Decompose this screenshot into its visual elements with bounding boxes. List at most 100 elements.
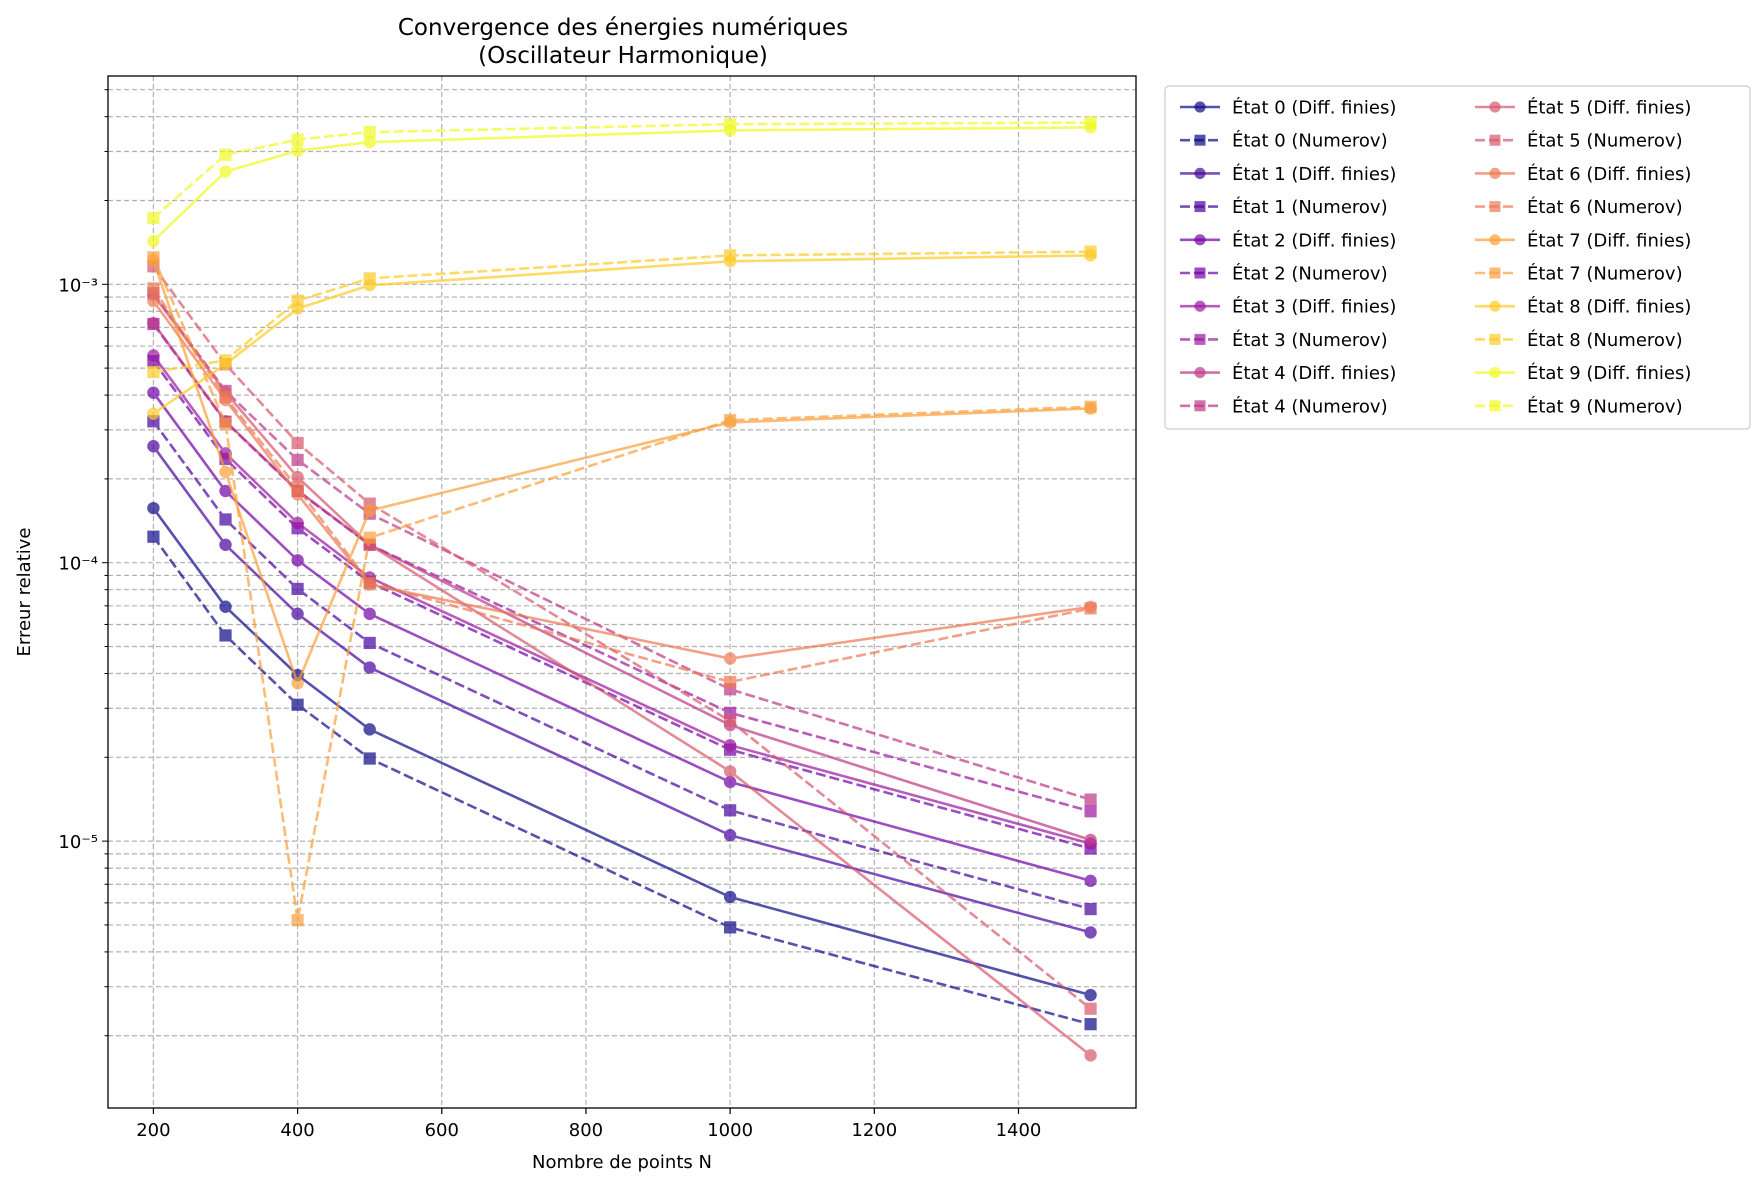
- x-tick-label: 200: [136, 1120, 170, 1141]
- legend-entry: État 9 (Numerov): [1475, 395, 1683, 417]
- data-point: [147, 349, 160, 362]
- legend-entry: État 1 (Diff. finies): [1180, 163, 1396, 185]
- y-tick-label: 10⁻³: [58, 275, 98, 296]
- data-point: [219, 165, 232, 178]
- data-point: [723, 652, 737, 665]
- series-line: [152, 300, 1091, 660]
- legend-marker: [1194, 333, 1206, 345]
- legend-label: État 0 (Numerov): [1232, 130, 1388, 152]
- data-point: [291, 677, 304, 690]
- data-point: [291, 607, 304, 621]
- legend-entry: État 9 (Diff. finies): [1475, 362, 1691, 384]
- legend-entry: État 0 (Numerov): [1180, 130, 1388, 152]
- series-line: [152, 294, 1092, 1057]
- data-point: [147, 501, 160, 515]
- legend-marker: [1489, 300, 1501, 312]
- x-tick-label: 800: [569, 1120, 603, 1141]
- series-11: [147, 260, 1097, 1015]
- legend-marker: [1194, 134, 1206, 146]
- series-line: [152, 292, 1091, 801]
- legend-entry: État 2 (Diff. finies): [1180, 229, 1396, 251]
- data-point: [1084, 902, 1097, 916]
- plot-frame: [107, 75, 1137, 1109]
- data-point: [724, 118, 737, 131]
- legend-label: État 5 (Numerov): [1527, 130, 1683, 152]
- data-point: [1084, 1002, 1097, 1015]
- data-point: [363, 723, 376, 736]
- data-point: [219, 417, 232, 430]
- legend-label: État 4 (Diff. finies): [1232, 362, 1396, 384]
- legend-marker: [1489, 333, 1501, 345]
- data-point: [363, 636, 376, 650]
- legend-entry: État 7 (Numerov): [1475, 263, 1683, 285]
- series-line: [152, 354, 1091, 845]
- legend-label: État 2 (Diff. finies): [1232, 229, 1396, 251]
- series-line: [152, 265, 1092, 1010]
- data-point: [291, 294, 304, 307]
- series-line: [152, 126, 1091, 243]
- legend-entry: État 4 (Numerov): [1180, 395, 1388, 417]
- grid: [108, 76, 1136, 1108]
- data-point: [724, 921, 737, 934]
- series-layer: [147, 116, 1097, 1062]
- data-point: [1084, 988, 1097, 1002]
- x-tick-label: 1400: [996, 1120, 1042, 1141]
- series-line: [152, 121, 1091, 219]
- legend-marker: [1194, 367, 1206, 379]
- series-line: [152, 259, 1091, 687]
- data-point: [147, 316, 160, 330]
- series-19: [147, 116, 1097, 225]
- legend-label: État 6 (Diff. finies): [1527, 163, 1691, 185]
- legend-label: État 0 (Diff. finies): [1232, 97, 1396, 119]
- data-point: [723, 739, 737, 752]
- y-tick-label: 10⁻⁵: [58, 832, 98, 853]
- legend-marker: [1194, 201, 1206, 213]
- legend-marker: [1489, 101, 1501, 113]
- data-point: [1084, 245, 1097, 258]
- series-16: [147, 249, 1097, 420]
- legend-entry: État 3 (Numerov): [1180, 329, 1388, 351]
- x-tick-label: 1200: [851, 1120, 897, 1141]
- data-point: [1084, 116, 1097, 129]
- x-axis: 200 400 600 800 1000 1200 1400: [136, 1108, 1041, 1141]
- data-point: [291, 698, 304, 711]
- legend: État 0 (Diff. finies) État 0 (Numerov) Éta…: [1164, 85, 1751, 430]
- series-18: [147, 121, 1097, 248]
- legend-marker: [1489, 400, 1501, 412]
- series-10: [147, 288, 1097, 1062]
- data-point: [363, 752, 376, 765]
- data-point: [147, 386, 160, 399]
- data-point: [1084, 793, 1097, 806]
- data-point: [363, 607, 376, 621]
- legend-label: État 8 (Numerov): [1527, 329, 1683, 351]
- data-point: [147, 407, 160, 420]
- series-4: [147, 386, 1097, 888]
- legend-label: État 9 (Diff. finies): [1527, 362, 1691, 384]
- series-line: [152, 507, 1091, 997]
- series-2: [147, 440, 1097, 939]
- data-point: [219, 538, 232, 551]
- series-7: [147, 317, 1097, 818]
- y-axis: 10⁻⁵ 10⁻⁴ 10⁻³: [58, 89, 108, 1037]
- legend-entry: État 2 (Numerov): [1180, 263, 1388, 285]
- data-point: [724, 804, 737, 817]
- data-point: [291, 133, 304, 146]
- legend-label: État 3 (Diff. finies): [1232, 296, 1396, 318]
- data-point: [147, 440, 160, 453]
- data-point: [1084, 1049, 1097, 1062]
- legend-marker: [1489, 234, 1501, 246]
- x-axis-label: Nombre de points N: [532, 1152, 712, 1173]
- data-point: [147, 294, 160, 308]
- data-point: [147, 282, 160, 295]
- data-point: [363, 126, 376, 139]
- legend-marker: [1194, 167, 1206, 179]
- data-point: [291, 914, 304, 927]
- legend-entry: État 0 (Diff. finies): [1180, 97, 1396, 119]
- data-point: [363, 272, 376, 285]
- legend-marker: [1194, 267, 1206, 279]
- data-point: [219, 148, 232, 161]
- series-line: [152, 323, 1091, 813]
- legend-entry: État 6 (Numerov): [1475, 196, 1683, 218]
- legend-box: [1164, 85, 1751, 430]
- data-point: [363, 531, 376, 544]
